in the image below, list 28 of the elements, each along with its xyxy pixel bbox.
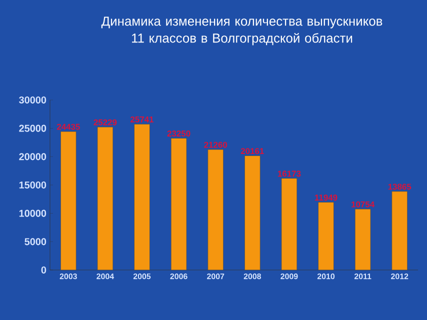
data-label: 10754	[352, 201, 375, 208]
bar	[208, 149, 224, 270]
y-tick-label: 0	[41, 266, 46, 274]
bar	[244, 156, 260, 270]
y-tick-label: 20000	[19, 153, 46, 160]
data-label: 13865	[388, 184, 412, 190]
bar	[354, 208, 371, 270]
bar	[97, 126, 114, 270]
chart-title: Динамика изменения количества выпускников 11 классов в Волгоградской области	[101, 16, 382, 46]
bar	[170, 138, 187, 270]
y-tick-label: 5000	[24, 238, 46, 246]
data-label: 21260	[204, 142, 228, 148]
data-label: 24435	[56, 124, 80, 130]
data-label: 25741	[130, 116, 154, 122]
bar	[281, 178, 298, 270]
data-label: 23250	[167, 130, 190, 137]
data-label: 16173	[278, 170, 301, 177]
y-tick-label: 30000	[19, 96, 46, 104]
y-tick-label: 10000	[19, 210, 46, 217]
bar	[318, 202, 334, 270]
data-label: 20161	[240, 148, 264, 154]
data-label: 11949	[314, 194, 338, 201]
y-tick-label: 25000	[19, 124, 46, 132]
data-label: 25229	[94, 119, 117, 126]
bar	[134, 124, 150, 270]
bar	[392, 191, 408, 270]
y-tick-label: 15000	[19, 181, 46, 189]
bar	[60, 131, 76, 270]
